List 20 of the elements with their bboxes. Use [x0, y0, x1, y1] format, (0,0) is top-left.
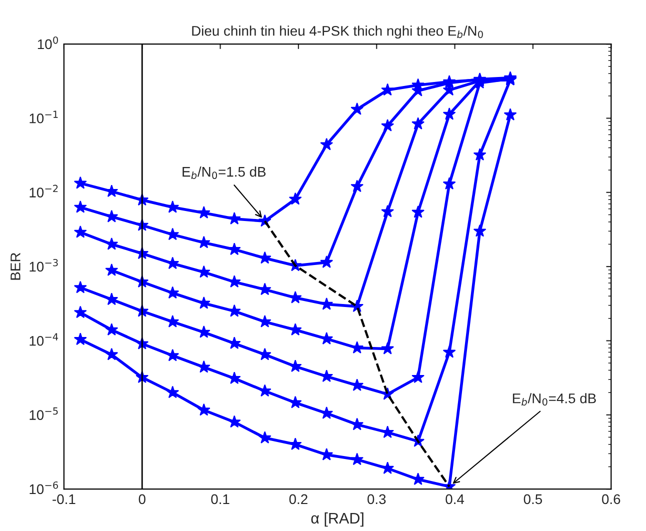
- y-tick-label: 10$^{0}$: [38, 36, 58, 50]
- y-axis-title: BER: [10, 252, 20, 280]
- x-tick-label: 0.1: [211, 494, 230, 504]
- y-tick-label: 10$^{−4}$: [30, 333, 58, 346]
- y-tick-label: 10$^{−3}$: [30, 258, 58, 272]
- x-tick-label: 0: [138, 494, 146, 504]
- x-tick-label: 0.4: [446, 494, 464, 504]
- annotation: E$_{b}$/N$_{0}$=4.5 dB: [512, 393, 596, 406]
- y-tick-label: 10$^{−1}$: [30, 110, 58, 124]
- y-tick-label: 10$^{−6}$: [30, 481, 58, 494]
- x-tick-label: -0.1: [52, 494, 76, 504]
- x-axis-title: α [RAD]: [311, 512, 364, 527]
- y-tick-label: 10$^{−2}$: [30, 184, 58, 198]
- annotation: E$_{b}$/N$_{0}$=1.5 dB: [182, 166, 266, 180]
- x-tick-label: 0.2: [289, 494, 308, 504]
- y-tick-label: 10$^{−5}$: [30, 407, 58, 420]
- x-tick-label: 0.6: [602, 494, 620, 504]
- x-tick-label: 0.5: [524, 494, 542, 504]
- x-tick-label: 0.3: [368, 494, 386, 504]
- chart-title: Dieu chinh tin hieu 4-PSK thich nghi theo E$_{b}$/N$_{0}$: [192, 26, 483, 39]
